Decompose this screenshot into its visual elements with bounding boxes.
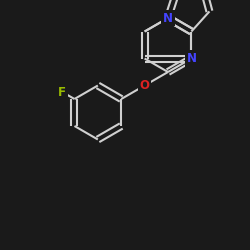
Text: F: F [58, 86, 66, 98]
Text: N: N [186, 52, 196, 65]
Text: N: N [163, 12, 173, 24]
Text: O: O [140, 79, 149, 92]
